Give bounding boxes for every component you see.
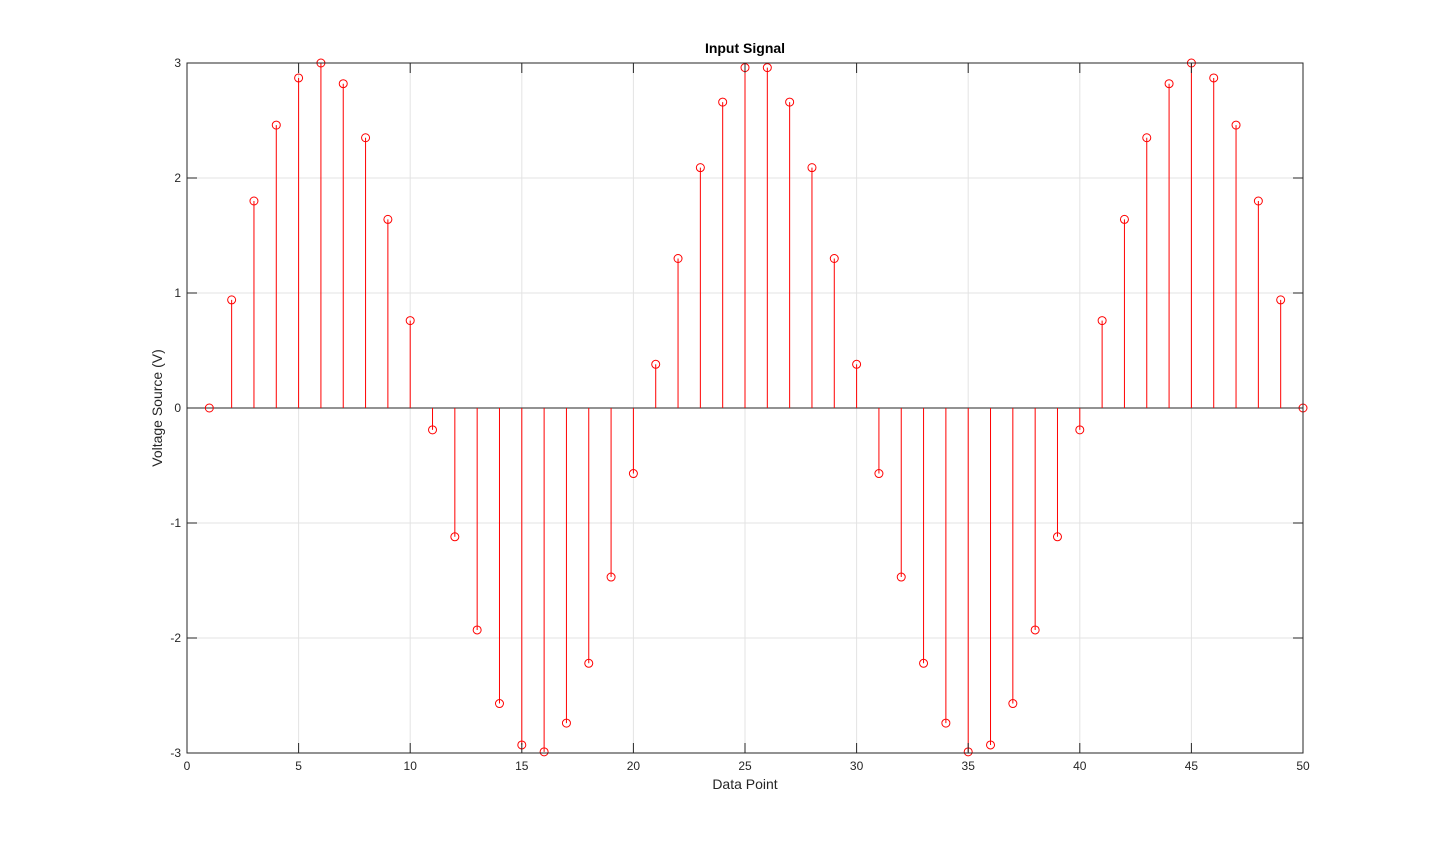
stem-marker [807,163,817,173]
stem-marker [1008,699,1018,709]
stem-series [204,58,1308,757]
stem-marker [428,425,438,435]
y-tick-label: -2 [170,631,181,645]
x-tick-label: 5 [295,759,302,773]
stem-marker [1253,196,1263,206]
stem-marker [1164,79,1174,89]
x-tick-label: 0 [184,759,191,773]
x-tick-label: 25 [738,759,752,773]
x-axis-label: Data Point [712,776,777,792]
stem-marker [762,63,772,73]
stem-marker [718,97,728,107]
x-tick-label: 35 [962,759,976,773]
stem-marker [651,359,661,369]
y-tick-label: 3 [174,56,181,70]
stem-marker [361,133,371,143]
stem-marker [294,73,304,83]
stem-marker [1142,133,1152,143]
stem-marker [874,469,884,479]
stem-marker [852,359,862,369]
stem-marker [1276,295,1286,305]
y-tick-label: -3 [170,746,181,760]
stem-marker [584,658,594,668]
stem-marker [829,254,839,263]
x-tick-label: 20 [627,759,641,773]
stem-marker [271,120,281,130]
x-tick-label: 40 [1073,759,1087,773]
stem-marker [1052,532,1062,542]
stem-marker [673,254,683,263]
stem-marker [785,97,795,107]
stem-marker [919,658,929,668]
stem-marker [1075,425,1085,435]
stem-marker [494,699,504,709]
y-axis-label: Voltage Source (V) [149,349,165,467]
stem-marker [472,625,482,635]
stem-marker [1097,316,1107,326]
stem-marker [227,295,237,305]
stem-marker [896,572,906,582]
stem-marker [986,740,996,750]
x-tick-label: 10 [404,759,418,773]
stem-marker [1231,120,1241,130]
x-tick-label: 15 [515,759,529,773]
stem-marker [628,469,638,479]
y-tick-label: 2 [174,171,181,185]
stem-marker [561,718,571,728]
stem-marker [249,196,259,206]
stem-marker [383,214,393,224]
axis-ticks: 0 5 10 15 20 25 30 35 40 45 50 -3 -2 -1 0 1 2 3 [170,56,1310,773]
y-tick-label: 0 [174,401,181,415]
stem-marker [695,163,705,173]
stem-marker [606,572,616,582]
stem-marker [405,316,415,326]
chart-title: Input Signal [705,40,785,56]
stem-marker [1030,625,1040,635]
stem-marker [338,79,348,89]
stem-marker [941,718,951,728]
y-tick-label: 1 [174,286,181,300]
x-tick-label: 45 [1185,759,1199,773]
stem-marker [1209,73,1219,83]
stem-marker [204,403,214,413]
y-tick-label: -1 [170,516,181,530]
stem-marker [450,532,460,542]
stem-marker [539,747,549,757]
x-tick-label: 30 [850,759,864,773]
stem-marker [1119,214,1129,224]
x-tick-label: 50 [1296,759,1310,773]
